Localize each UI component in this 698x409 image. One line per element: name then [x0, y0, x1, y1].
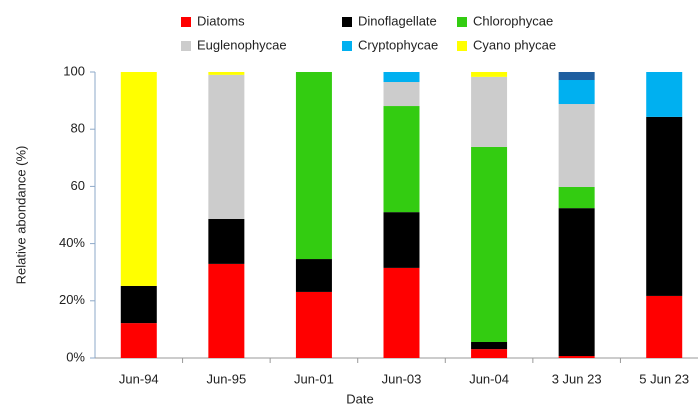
bar-segment — [558, 80, 595, 105]
y-tick-label: 60 — [71, 178, 85, 193]
y-tick-label: 100 — [63, 63, 85, 78]
bar-segment — [646, 295, 683, 358]
y-tick-label: 80 — [71, 121, 85, 136]
bar-segment — [208, 219, 245, 264]
bar-segment — [383, 267, 420, 358]
legend-swatch — [342, 41, 352, 51]
legend-label: Cryptophycae — [358, 37, 438, 52]
bar-segment — [558, 355, 595, 358]
bar-segment — [208, 72, 245, 75]
legend-label: Dinoflagellate — [358, 13, 437, 28]
bar-segment — [383, 72, 420, 83]
x-tick-label: Jun-04 — [469, 371, 509, 386]
bar-segment — [646, 72, 683, 117]
y-tick-label: 20% — [59, 292, 85, 307]
x-tick-label: Jun-94 — [119, 371, 159, 386]
bar-segment — [295, 72, 332, 260]
legend-swatch — [342, 17, 352, 27]
bar-segment — [383, 82, 420, 107]
bar-segment — [295, 259, 332, 292]
legend-swatch — [457, 41, 467, 51]
bar-segment — [471, 146, 508, 342]
bar-segment — [558, 104, 595, 187]
y-axis-label: Relative abondance (%) — [13, 146, 28, 285]
x-tick-label: Jun-03 — [382, 371, 422, 386]
bar-segment — [208, 74, 245, 220]
legend-label: Diatoms — [197, 13, 245, 28]
bar-segment — [646, 116, 683, 296]
y-tick-label: 40% — [59, 235, 85, 250]
bar-segment — [208, 263, 245, 358]
legend-label: Chlorophycae — [473, 13, 553, 28]
legend-label: Euglenophycae — [197, 37, 287, 52]
y-tick-label: 0% — [66, 349, 85, 364]
legend-swatch — [181, 17, 191, 27]
x-tick-label: Jun-01 — [294, 371, 334, 386]
bar-segment — [471, 349, 508, 358]
x-axis-label: Date — [346, 391, 373, 406]
x-tick-label: Jun-95 — [206, 371, 246, 386]
bar-segment — [120, 323, 157, 358]
bar-segment — [120, 285, 157, 324]
legend-swatch — [181, 41, 191, 51]
bar-segment — [120, 72, 157, 286]
bar-segment — [558, 72, 595, 81]
legend-label: Cyano phycae — [473, 37, 556, 52]
bar-segment — [295, 291, 332, 358]
bar-segment — [558, 186, 595, 209]
bar-segment — [558, 208, 595, 356]
x-tick-label: 3 Jun 23 — [552, 371, 602, 386]
legend-swatch — [457, 17, 467, 27]
bar-segment — [471, 76, 508, 147]
bar-segment — [383, 106, 420, 213]
x-tick-label: 5 Jun 23 — [639, 371, 689, 386]
bar-segment — [471, 341, 508, 350]
bar-segment — [383, 212, 420, 268]
bar-segment — [471, 72, 508, 77]
